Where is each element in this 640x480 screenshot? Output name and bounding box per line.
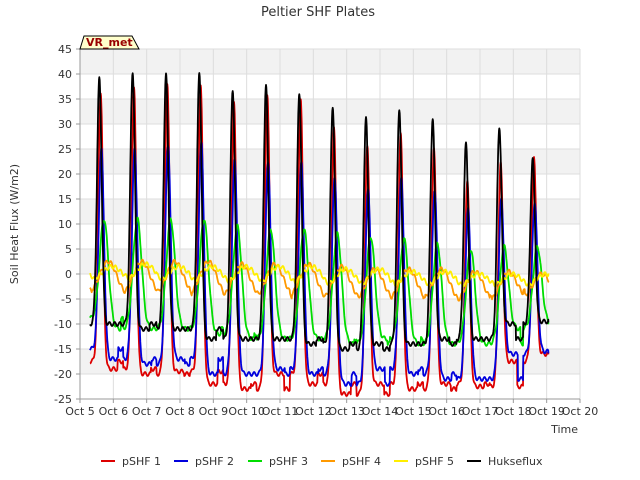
y-tick-label: -5 xyxy=(61,293,72,306)
x-tick-label: Oct 8 xyxy=(165,405,195,418)
y-tick-label: -25 xyxy=(54,393,72,406)
y-tick-label: 20 xyxy=(58,168,72,181)
x-tick-label: Oct 15 xyxy=(395,405,432,418)
annotation-box xyxy=(79,35,140,50)
x-tick-label: Oct 13 xyxy=(328,405,365,418)
y-tick-label: 30 xyxy=(58,118,72,131)
legend-label: Hukseflux xyxy=(488,455,543,468)
x-tick-label: Oct 7 xyxy=(132,405,162,418)
y-tick-label: -20 xyxy=(54,368,72,381)
series-line-pshf-2 xyxy=(89,141,550,387)
x-tick-label: Oct 12 xyxy=(295,405,332,418)
vr-met-annotation: VR_met xyxy=(79,35,140,50)
x-tick-label: Oct 18 xyxy=(495,405,532,418)
plot-band xyxy=(80,99,580,124)
series-line-hukseflux xyxy=(89,72,550,352)
x-tick-label: Oct 17 xyxy=(462,405,499,418)
y-tick-label: 25 xyxy=(58,143,72,156)
legend: pSHF 1 pSHF 2 pSHF 3 pSHF 4 pSHF 5 Hukseflux xyxy=(101,455,543,468)
x-tick-label: Oct 14 xyxy=(362,405,399,418)
x-tick-label: Oct 20 xyxy=(562,405,599,418)
y-tick-label: 35 xyxy=(58,93,72,106)
x-tick-label: Oct 16 xyxy=(428,405,465,418)
y-axis-label: Soil Heat Flux (W/m2) xyxy=(8,164,21,284)
y-tick-label: -15 xyxy=(54,343,72,356)
series-layer xyxy=(89,72,550,397)
y-tick-label: 40 xyxy=(58,68,72,81)
y-tick-label: 45 xyxy=(58,43,72,56)
x-axis-label: Time xyxy=(550,423,578,436)
x-tick-label: Oct 19 xyxy=(528,405,565,418)
legend-label: pSHF 3 xyxy=(269,455,308,468)
annotation-text: VR_met xyxy=(86,36,133,49)
axes: -25 -20 -15 -10 -5 0 5 10 15 20 25 30 35 40 45 Oct 5 Oct… xyxy=(54,43,598,418)
y-tick-label: 10 xyxy=(58,218,72,231)
x-tick-label: Oct 11 xyxy=(262,405,299,418)
series-line-pshf-5 xyxy=(89,261,550,288)
chart-title: Peltier SHF Plates xyxy=(261,5,375,20)
y-tick-label: 15 xyxy=(58,193,72,206)
plot-band xyxy=(80,49,580,74)
y-tick-label: 0 xyxy=(65,268,72,281)
legend-label: pSHF 5 xyxy=(415,455,454,468)
x-tick-label: Oct 5 xyxy=(65,405,95,418)
legend-label: pSHF 1 xyxy=(122,455,161,468)
x-tick-label: Oct 9 xyxy=(199,405,229,418)
legend-label: pSHF 4 xyxy=(342,455,381,468)
legend-label: pSHF 2 xyxy=(195,455,234,468)
y-tick-label: -10 xyxy=(54,318,72,331)
x-tick-label: Oct 6 xyxy=(99,405,129,418)
x-tick-label: Oct 10 xyxy=(228,405,265,418)
y-tick-label: 5 xyxy=(65,243,72,256)
